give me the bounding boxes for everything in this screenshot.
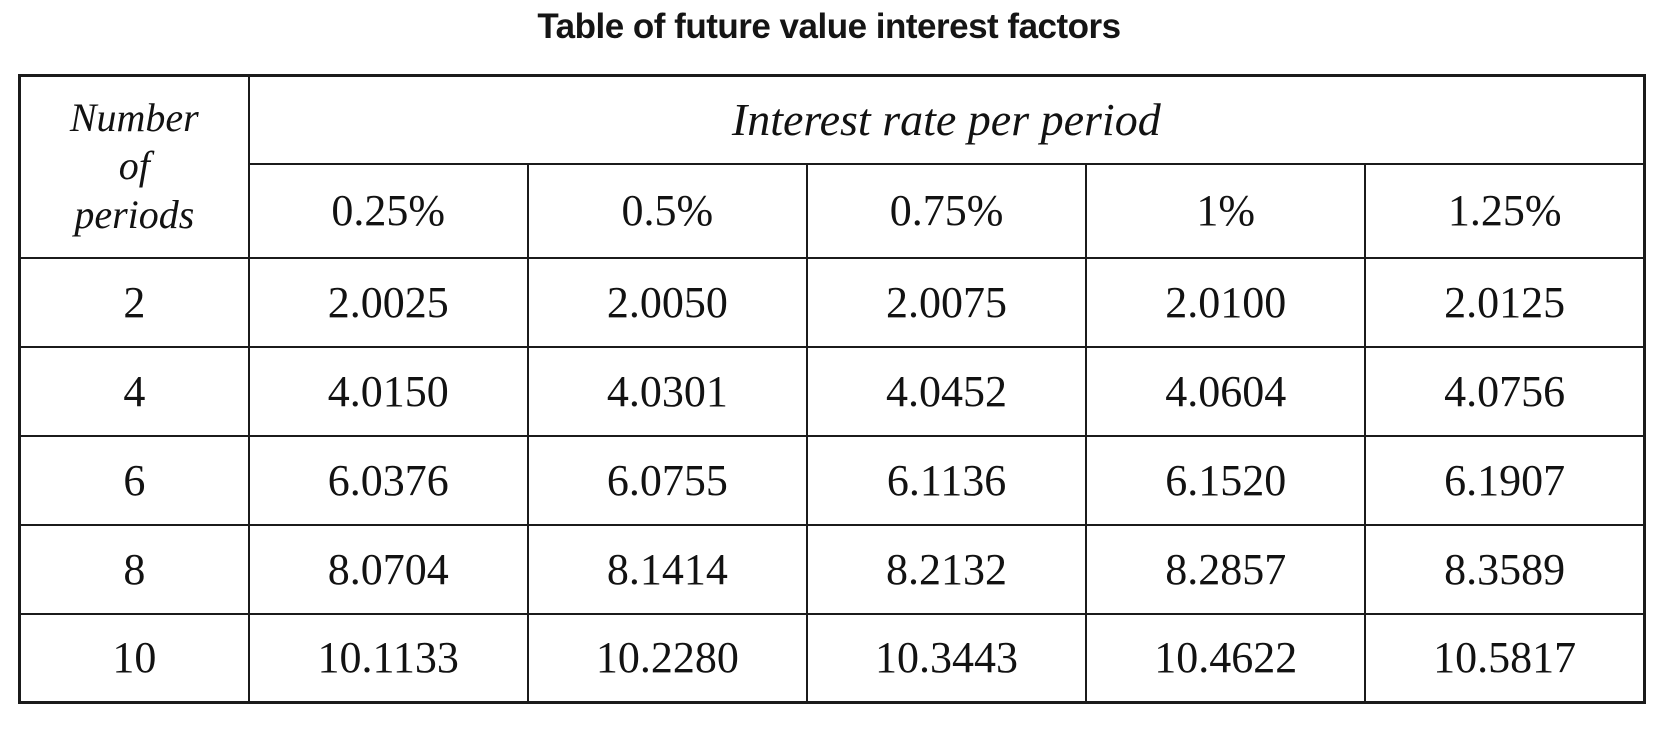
value-cell: 2.0100 <box>1085 256 1367 348</box>
value-cell: 10.3443 <box>805 612 1088 704</box>
table-row: 2 2.0025 2.0050 2.0075 2.0100 2.0125 <box>18 256 1646 348</box>
value-cell: 6.1520 <box>1085 434 1367 526</box>
value-cell: 6.1907 <box>1364 434 1646 526</box>
periods-cell: 4 <box>18 345 250 437</box>
value-cell: 8.3589 <box>1364 523 1646 615</box>
header-row-group: Number of periods Interest rate per peri… <box>18 74 1646 259</box>
value-cell: 4.0756 <box>1364 345 1646 437</box>
value-cell: 10.2280 <box>526 612 808 704</box>
value-cell: 4.0150 <box>247 345 529 437</box>
value-cell: 10.5817 <box>1364 612 1646 704</box>
periods-cell: 6 <box>18 434 250 526</box>
value-cell: 2.0075 <box>805 256 1088 348</box>
value-cell: 6.0376 <box>247 434 529 526</box>
future-value-table: Number of periods Interest rate per peri… <box>18 74 1646 704</box>
value-cell: 10.4622 <box>1085 612 1367 704</box>
rate-header-cell: 0.75% <box>805 162 1088 259</box>
page-title: Table of future value interest factors <box>537 7 1121 46</box>
value-cell: 2.0125 <box>1364 256 1646 348</box>
value-cell: 8.2857 <box>1085 523 1367 615</box>
rate-header-cell: 1.25% <box>1364 162 1646 259</box>
periods-cell: 8 <box>18 523 250 615</box>
value-cell: 6.0755 <box>526 434 808 526</box>
value-cell: 8.0704 <box>247 523 529 615</box>
periods-cell: 10 <box>18 612 250 704</box>
value-cell: 4.0452 <box>805 345 1088 437</box>
table-row: 6 6.0376 6.0755 6.1136 6.1520 6.1907 <box>18 434 1646 526</box>
interest-rate-group-header: Interest rate per period <box>247 74 1646 165</box>
value-cell: 8.2132 <box>805 523 1088 615</box>
periods-cell: 2 <box>18 256 250 348</box>
rate-header-cell: 0.5% <box>526 162 808 259</box>
value-cell: 2.0050 <box>526 256 808 348</box>
value-cell: 4.0301 <box>526 345 808 437</box>
rate-header-cell: 1% <box>1085 162 1367 259</box>
table-row: 8 8.0704 8.1414 8.2132 8.2857 8.3589 <box>18 523 1646 615</box>
value-cell: 2.0025 <box>247 256 529 348</box>
value-cell: 8.1414 <box>526 523 808 615</box>
value-cell: 10.1133 <box>247 612 529 704</box>
header-row-rates: 0.25% 0.5% 0.75% 1% 1.25% <box>20 162 1646 259</box>
value-cell: 6.1136 <box>805 434 1088 526</box>
table-row: 10 10.1133 10.2280 10.3443 10.4622 10.58… <box>18 612 1646 704</box>
periods-column-header: Number of periods <box>18 74 250 259</box>
rate-header-cell: 0.25% <box>247 162 529 259</box>
value-cell: 4.0604 <box>1085 345 1367 437</box>
table-row: 4 4.0150 4.0301 4.0452 4.0604 4.0756 <box>18 345 1646 437</box>
